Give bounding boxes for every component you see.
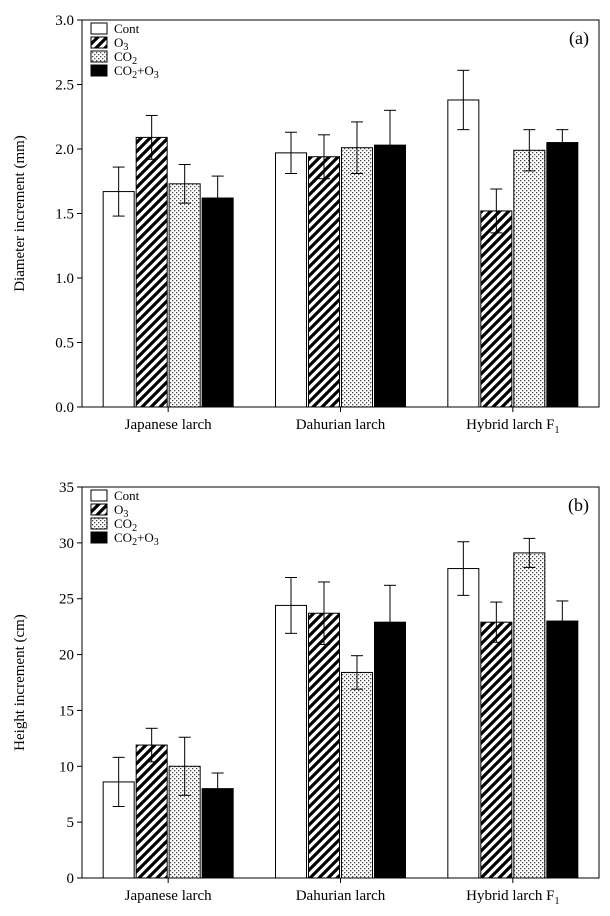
x-tick-label-sub: 1 bbox=[554, 896, 559, 907]
legend-swatch bbox=[90, 489, 108, 502]
legend-swatch bbox=[90, 36, 108, 49]
y-tick-label: 10 bbox=[59, 759, 74, 775]
legend-swatch bbox=[90, 64, 108, 77]
legend-label-text: Cont bbox=[114, 488, 140, 503]
bar bbox=[546, 620, 579, 879]
legend-label-tail: +O bbox=[137, 63, 154, 78]
panel-label: (b) bbox=[568, 495, 589, 516]
legend-label: O3 bbox=[114, 35, 128, 53]
bar bbox=[135, 744, 168, 879]
y-tick-label: 5 bbox=[67, 815, 75, 831]
y-tick-label: 20 bbox=[59, 648, 74, 664]
y-tick-label: 3.0 bbox=[55, 13, 74, 29]
bar bbox=[374, 621, 406, 879]
bar bbox=[341, 671, 373, 879]
legend-label-tail: +O bbox=[137, 530, 154, 545]
y-tick-label: 30 bbox=[59, 536, 74, 552]
bar bbox=[513, 552, 546, 879]
x-tick-label: Dahurian larch bbox=[296, 417, 386, 433]
y-axis-label: Diameter increment (mm) bbox=[12, 135, 28, 292]
y-tick-label: 0.5 bbox=[55, 336, 74, 352]
legend-label: O3 bbox=[114, 502, 128, 520]
legend-label-sub: 3 bbox=[123, 509, 128, 520]
legend-label: Cont bbox=[114, 488, 140, 503]
bar bbox=[374, 144, 406, 408]
x-tick-label: Japanese larch bbox=[125, 888, 213, 904]
bar bbox=[480, 210, 513, 408]
legend-swatch bbox=[90, 22, 108, 35]
legend-label-text: CO bbox=[114, 530, 132, 545]
x-tick-label-text: Japanese larch bbox=[125, 888, 213, 904]
legend-label-text: CO bbox=[114, 49, 132, 64]
legend-label-text: Cont bbox=[114, 21, 140, 36]
y-tick-label: 25 bbox=[59, 592, 74, 608]
y-axis-label: Height increment (cm) bbox=[12, 614, 28, 751]
bar bbox=[308, 156, 340, 408]
y-tick-label: 1.5 bbox=[55, 207, 74, 223]
legend-label-text: O bbox=[114, 35, 123, 50]
y-tick-label: 15 bbox=[59, 703, 74, 719]
legend-label: CO2+O3 bbox=[114, 63, 159, 81]
legend-label: CO2 bbox=[114, 516, 137, 534]
legend-label-text: CO bbox=[114, 516, 132, 531]
x-tick-label: Dahurian larch bbox=[296, 888, 386, 904]
panel-label: (a) bbox=[569, 28, 589, 49]
legend-label-text: O bbox=[114, 502, 123, 517]
legend-label-sub2: 3 bbox=[154, 537, 159, 548]
bar bbox=[546, 142, 579, 408]
x-tick-label: Hybrid larch F1 bbox=[466, 888, 559, 907]
legend-label: Cont bbox=[114, 21, 140, 36]
bar bbox=[135, 136, 168, 408]
legend-swatch bbox=[90, 503, 108, 516]
y-tick-label: 1.0 bbox=[55, 271, 74, 287]
bar bbox=[480, 621, 513, 879]
chart-panel-2: 0 5 10 15 20 25 30 35 Japanese larch Dahurian lar… bbox=[12, 480, 600, 907]
legend-label: CO2+O3 bbox=[114, 530, 159, 548]
chart-panel-1: 0.0 0.5 1.0 1.5 2.0 2.5 3.0 Japanese larch Dahur… bbox=[12, 13, 600, 436]
bar bbox=[275, 152, 307, 408]
x-tick-label-text: Dahurian larch bbox=[296, 417, 386, 433]
y-tick-label: 0 bbox=[67, 871, 75, 887]
x-tick-label: Hybrid larch F1 bbox=[466, 417, 559, 436]
y-tick-label: 2.0 bbox=[55, 142, 74, 158]
bar bbox=[447, 568, 480, 879]
bar bbox=[275, 604, 307, 879]
legend-label-sub: 2 bbox=[132, 56, 137, 67]
y-tick-label: 35 bbox=[59, 480, 74, 496]
legend-label: CO2 bbox=[114, 49, 137, 67]
y-tick-label: 0.0 bbox=[55, 400, 74, 416]
legend-swatch bbox=[90, 517, 108, 530]
x-tick-label-text: Hybrid larch F bbox=[466, 888, 554, 904]
bar bbox=[447, 99, 480, 408]
bar bbox=[201, 197, 234, 408]
bar bbox=[513, 149, 546, 408]
x-tick-label-text: Hybrid larch F bbox=[466, 417, 554, 433]
legend-label-sub: 3 bbox=[123, 42, 128, 53]
x-tick-label-text: Dahurian larch bbox=[296, 888, 386, 904]
legend-label-sub: 2 bbox=[132, 70, 137, 81]
legend-label-sub: 2 bbox=[132, 537, 137, 548]
legend-label-text: CO bbox=[114, 63, 132, 78]
legend-label-sub2: 3 bbox=[154, 70, 159, 81]
legend-swatch bbox=[90, 50, 108, 63]
legend-label-sub: 2 bbox=[132, 523, 137, 534]
y-tick-label: 2.5 bbox=[55, 78, 74, 94]
x-tick-label-text: Japanese larch bbox=[125, 417, 213, 433]
bar bbox=[341, 147, 373, 408]
x-tick-label-sub: 1 bbox=[554, 425, 559, 436]
legend-swatch bbox=[90, 531, 108, 544]
bar bbox=[168, 183, 201, 408]
bar bbox=[308, 612, 340, 879]
bar bbox=[102, 191, 135, 408]
x-tick-label: Japanese larch bbox=[125, 417, 213, 433]
